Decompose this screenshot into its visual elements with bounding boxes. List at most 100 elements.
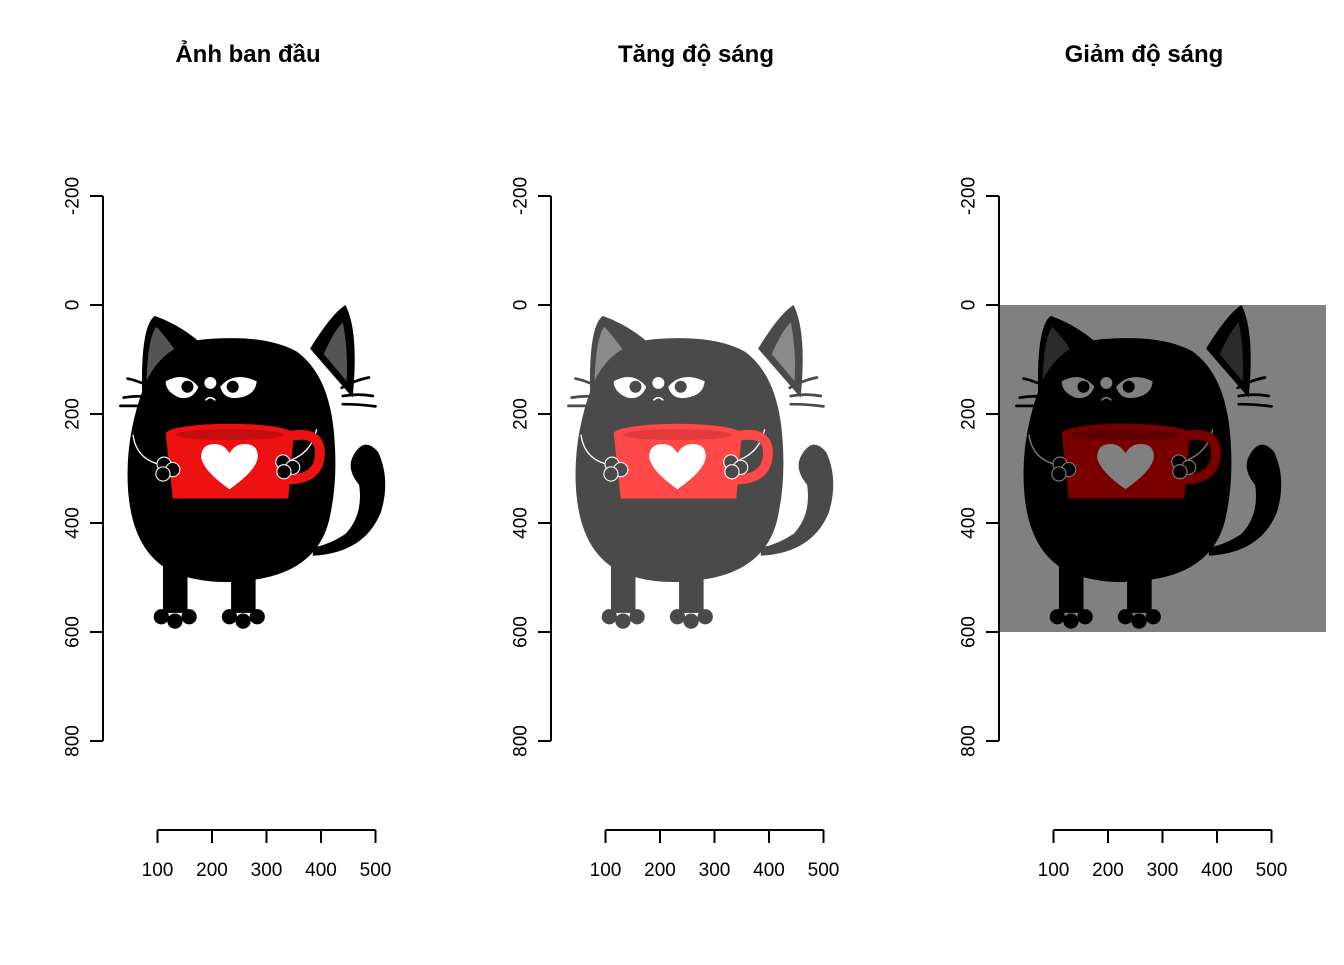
cat-ear-inner-right — [771, 322, 795, 382]
cat-toe — [181, 609, 197, 625]
cat-brow-right — [672, 369, 706, 376]
cat-paw — [603, 466, 619, 482]
cat-paw — [276, 464, 292, 480]
cat-toe — [615, 613, 631, 629]
cat-pupil-left — [181, 380, 194, 393]
panel-title: Tăng độ sáng — [618, 41, 774, 68]
cat-toe — [669, 609, 686, 625]
cat-ear-inner-right — [323, 322, 347, 382]
cat-toe — [153, 609, 169, 625]
x-tick-label: 500 — [360, 860, 392, 881]
y-tick-label: 800 — [511, 725, 532, 757]
y-tick-label: 400 — [63, 507, 84, 539]
y-tick-label: 400 — [511, 507, 532, 539]
x-tick-label: 500 — [808, 860, 840, 881]
y-tick-label: 400 — [959, 507, 980, 539]
x-tick-label: 100 — [590, 860, 622, 881]
y-tick-label: 200 — [63, 398, 84, 430]
heart — [1097, 443, 1154, 490]
mug-handle — [736, 430, 773, 485]
mug-inside — [1070, 429, 1180, 441]
cat-toe — [601, 609, 617, 625]
cat-brow-left — [163, 368, 194, 376]
cat-tail — [760, 444, 834, 556]
image-raster — [999, 305, 1326, 632]
cat-toe — [1077, 609, 1093, 625]
cat-nose — [1100, 376, 1113, 389]
cat-pupil-left — [629, 380, 642, 393]
cat-toe — [235, 613, 251, 629]
heart — [201, 443, 258, 490]
cat-mouth — [204, 396, 216, 401]
y-tick-label: 0 — [511, 300, 532, 311]
whisker — [1237, 402, 1273, 408]
heart — [649, 443, 706, 490]
cat-brow-right — [1120, 369, 1154, 376]
cat-toe — [683, 613, 699, 629]
x-tick-label: 300 — [1147, 860, 1179, 881]
panel-title: Giảm độ sáng — [1065, 41, 1224, 68]
y-tick-label: 600 — [63, 616, 84, 648]
x-tick-label: 400 — [753, 860, 785, 881]
cat-ear-inner-right — [1219, 322, 1243, 382]
mug-handle — [288, 430, 325, 485]
cat-pupil-right — [1122, 380, 1135, 393]
chart-panel-3: Giảm độ sáng -200 0 200 400 600 800 100 200 300 40… — [959, 41, 1326, 881]
mug-handle — [1184, 430, 1221, 485]
cat-toe — [1049, 609, 1065, 625]
cat-pupil-left — [1077, 380, 1090, 393]
cat-toe — [1145, 609, 1161, 625]
mug-inside — [622, 429, 732, 441]
cat-toe — [1117, 609, 1134, 625]
y-tick-label: 600 — [511, 616, 532, 648]
cat-paw — [155, 466, 171, 482]
cat-pupil-right — [226, 380, 239, 393]
cat-brow-left — [1059, 368, 1090, 376]
x-tick-label: 200 — [1092, 860, 1124, 881]
cat-nose — [652, 376, 665, 389]
image-raster — [103, 305, 430, 632]
y-tick-label: 800 — [63, 725, 84, 757]
panels: Ảnh ban đầu -200 0 200 400 600 800 100 200 300 400… — [63, 39, 1326, 881]
panel-title: Ảnh ban đầu — [175, 39, 320, 68]
x-tick-label: 100 — [142, 860, 174, 881]
whisker — [341, 402, 377, 408]
y-tick-label: 600 — [959, 616, 980, 648]
cat-paw — [1172, 464, 1188, 480]
cat-toe — [1063, 613, 1079, 629]
cat-mouth — [652, 396, 664, 401]
mug-inside — [174, 429, 284, 441]
whisker — [789, 393, 823, 398]
cat-toe — [697, 609, 713, 625]
chart-panel-1: Ảnh ban đầu -200 0 200 400 600 800 100 200 300 400… — [63, 39, 430, 881]
x-tick-label: 400 — [305, 860, 337, 881]
cat-brow-right — [224, 369, 258, 376]
y-tick-label: 200 — [511, 398, 532, 430]
cat-nose — [204, 376, 217, 389]
whisker — [1237, 393, 1271, 398]
x-tick-label: 100 — [1038, 860, 1070, 881]
cat-toe — [221, 609, 238, 625]
y-tick-label: -200 — [511, 177, 532, 215]
cat-tail — [312, 444, 386, 556]
cat-paw — [724, 464, 740, 480]
image-raster — [551, 305, 878, 632]
y-tick-label: 800 — [959, 725, 980, 757]
whisker — [341, 393, 375, 398]
cat-pupil-right — [674, 380, 687, 393]
y-tick-label: 0 — [959, 300, 980, 311]
cat-toe — [249, 609, 265, 625]
x-tick-label: 500 — [1256, 860, 1288, 881]
cat-toe — [1131, 613, 1147, 629]
cat-paw — [1051, 466, 1067, 482]
cat-toe — [167, 613, 183, 629]
x-tick-label: 200 — [644, 860, 676, 881]
x-tick-label: 400 — [1201, 860, 1233, 881]
chart-panel-2: Tăng độ sáng -200 0 200 400 600 800 100 200 300 40… — [511, 41, 878, 881]
x-tick-label: 300 — [251, 860, 283, 881]
x-tick-label: 200 — [196, 860, 228, 881]
cat-mouth — [1100, 396, 1112, 401]
y-tick-label: -200 — [959, 177, 980, 215]
y-tick-label: -200 — [63, 177, 84, 215]
